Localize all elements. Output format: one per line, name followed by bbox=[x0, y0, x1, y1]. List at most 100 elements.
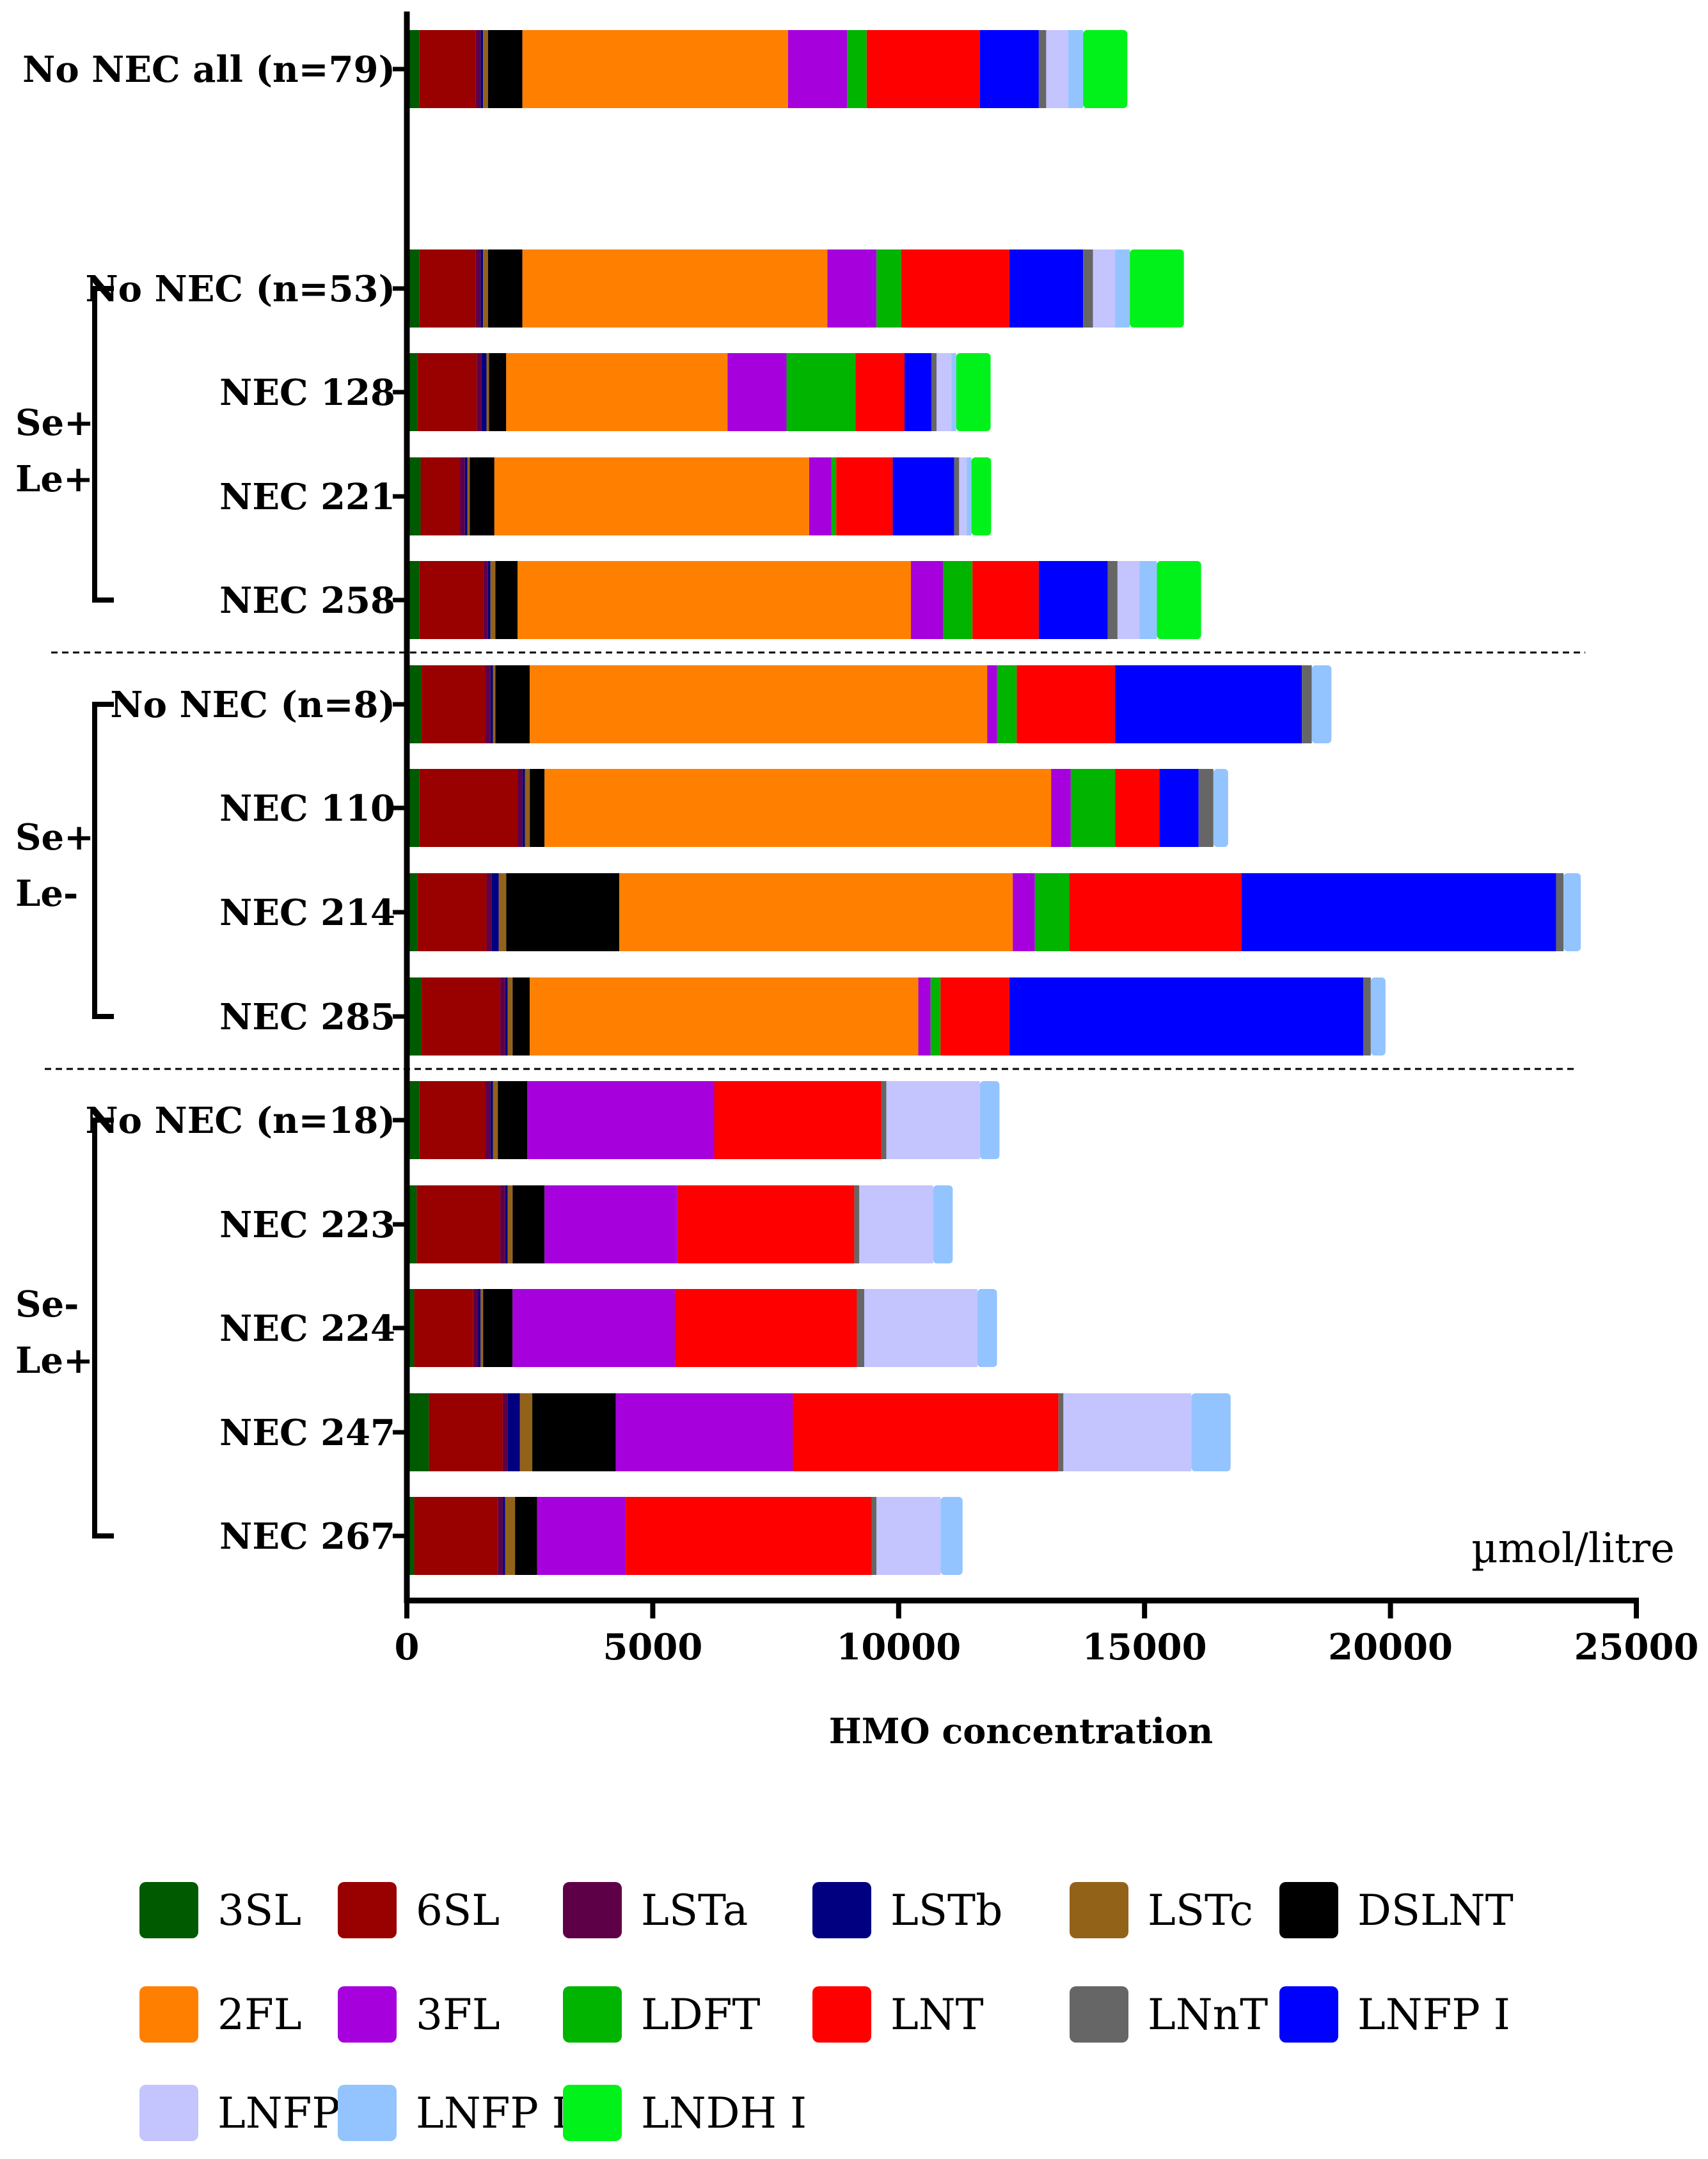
legend-swatch-lstc bbox=[1070, 1882, 1128, 1938]
legend-swatch-ldft bbox=[563, 1986, 622, 2043]
bar-nec-214-lstc bbox=[498, 873, 507, 951]
bar-no-nec-n-53-3fl bbox=[827, 249, 877, 328]
group-label-line1: Se- bbox=[15, 1283, 79, 1325]
bar-row-nec-128 bbox=[407, 353, 991, 431]
bar-nec-214-lnfp-i bbox=[1241, 873, 1556, 951]
bar-nec-285-lstc bbox=[507, 977, 513, 1056]
bar-no-nec-n-53-lstb bbox=[480, 249, 484, 328]
legend-label-lstb: LSTb bbox=[890, 1886, 1002, 1935]
axes: 0 5000 10000 15000 20000 25000 bbox=[393, 12, 1698, 1668]
bar-nec-258-lnfp-iii bbox=[1139, 561, 1157, 639]
x-tick-label-0: 0 bbox=[395, 1626, 420, 1668]
bar-no-nec-n-53-lndh-i bbox=[1130, 249, 1184, 328]
bar-no-nec-n-53-lnfp-ii bbox=[1093, 249, 1116, 328]
bar-no-nec-n-18-lstc bbox=[493, 1081, 498, 1159]
bar-nec-128-lnt bbox=[855, 353, 905, 431]
bar-no-nec-all-n-79-lnt bbox=[866, 30, 980, 108]
bar-nec-258-lnfp-i bbox=[1038, 561, 1108, 639]
category-label-nec-267: NEC 267 bbox=[219, 1515, 395, 1558]
legend-item-3fl: 3FL bbox=[338, 1986, 500, 2043]
bar-nec-128-lsta bbox=[477, 353, 482, 431]
bar-nec-221-lnfp-iii bbox=[966, 457, 972, 535]
group-label-line1: Se+ bbox=[15, 402, 94, 444]
bar-no-nec-n-53-2fl bbox=[522, 249, 828, 328]
bar-nec-221-6sl bbox=[420, 457, 461, 535]
group-brackets: Se+ Le+ Se+ Le- Se- Le+ bbox=[15, 286, 114, 1538]
bar-nec-214-ldft bbox=[1034, 873, 1070, 951]
bar-no-nec-n-18-3fl bbox=[527, 1081, 715, 1159]
legend-swatch-lsta bbox=[563, 1882, 622, 1938]
bar-no-nec-n-53-6sl bbox=[419, 249, 476, 328]
bar-row-nec-247 bbox=[407, 1393, 1231, 1471]
bar-nec-110-3sl bbox=[407, 769, 420, 847]
legend-swatch-lstb bbox=[812, 1882, 871, 1938]
bar-nec-267-lnnt bbox=[871, 1497, 877, 1575]
bar-nec-110-lnfp-i-ii-spacer bbox=[1198, 769, 1214, 847]
bar-nec-110-lnfp-iii bbox=[1213, 769, 1228, 847]
group-label-line2: Le+ bbox=[15, 458, 93, 500]
bar-nec-285-lnt bbox=[940, 977, 1009, 1056]
bar-nec-224-lnfp-iii bbox=[977, 1289, 997, 1367]
bar-nec-214-lnfp-i-ii-spacer bbox=[1556, 873, 1564, 951]
bar-nec-258-lndh-i bbox=[1157, 561, 1201, 639]
x-axis-title: HMO concentration bbox=[829, 1711, 1213, 1752]
bar-no-nec-all-n-79-6sl bbox=[419, 30, 476, 108]
bar-nec-258-2fl bbox=[517, 561, 912, 639]
legend-item-lndh-i: LNDH I bbox=[563, 2085, 807, 2141]
bar-nec-267-lnfp-iii bbox=[940, 1497, 963, 1575]
bar-nec-128-dslnt bbox=[489, 353, 507, 431]
bar-nec-223-lstb bbox=[505, 1185, 508, 1263]
bar-nec-247-3fl bbox=[615, 1393, 793, 1471]
bar-nec-285-ldft bbox=[930, 977, 941, 1056]
bar-no-nec-all-n-79-3sl bbox=[407, 30, 420, 108]
category-label-no-nec-n-18: No NEC (n=18) bbox=[85, 1100, 395, 1142]
legend-label-3fl: 3FL bbox=[416, 1990, 500, 2039]
bar-row-nec-267 bbox=[407, 1497, 963, 1575]
bar-row-no-nec-n-18 bbox=[407, 1081, 1000, 1159]
category-label-nec-214: NEC 214 bbox=[219, 892, 395, 934]
bar-no-nec-n-18-lnfp-ii bbox=[886, 1081, 980, 1159]
bar-nec-258-dslnt bbox=[495, 561, 518, 639]
x-tick-label-5000: 5000 bbox=[603, 1626, 702, 1668]
bar-no-nec-n-8-lnfp-i bbox=[1115, 665, 1302, 743]
x-tick-label-10000: 10000 bbox=[836, 1626, 961, 1668]
legend-swatch-lnt bbox=[812, 1986, 871, 2043]
bar-no-nec-n-53-dslnt bbox=[487, 249, 523, 328]
bar-no-nec-n-53-lnt bbox=[901, 249, 1009, 328]
bar-no-nec-n-8-6sl bbox=[422, 665, 486, 743]
legend-item-lnfp-iii: LNFP III bbox=[338, 2085, 602, 2141]
bar-nec-285-lstb bbox=[505, 977, 508, 1056]
bar-nec-267-lstc bbox=[505, 1497, 516, 1575]
bar-nec-224-dslnt bbox=[483, 1289, 513, 1367]
bar-no-nec-all-n-79-lstb bbox=[480, 30, 484, 108]
unit-label: µmol/litre bbox=[1471, 1525, 1675, 1572]
legend-label-lnt: LNT bbox=[890, 1990, 984, 2039]
legend-label-lsta: LSTa bbox=[641, 1886, 748, 1935]
legend-item-lstb: LSTb bbox=[812, 1882, 1002, 1938]
bar-nec-128-ldft bbox=[786, 353, 856, 431]
group-se-le: Se+ Le- bbox=[15, 702, 114, 1019]
group-bracket bbox=[92, 1118, 114, 1538]
bar-nec-214-dslnt bbox=[506, 873, 620, 951]
bar-nec-110-lstb bbox=[522, 769, 525, 847]
legend-label-2fl: 2FL bbox=[217, 1990, 302, 2039]
bar-nec-110-lnfp-i bbox=[1159, 769, 1199, 847]
bar-row-nec-285 bbox=[407, 977, 1386, 1056]
bar-nec-110-dslnt bbox=[530, 769, 545, 847]
category-label-nec-128: NEC 128 bbox=[219, 372, 395, 414]
bar-nec-224-6sl bbox=[414, 1289, 473, 1367]
bar-no-nec-all-n-79-lnfp-i-ii-spacer bbox=[1038, 30, 1047, 108]
bar-nec-267-3fl bbox=[537, 1497, 626, 1575]
bar-nec-224-lstc bbox=[480, 1289, 484, 1367]
bar-nec-224-3sl bbox=[407, 1289, 415, 1367]
bar-area bbox=[407, 30, 1581, 1575]
legend-item-lnt: LNT bbox=[812, 1986, 984, 2043]
legend-swatch-2fl bbox=[139, 1986, 198, 2043]
bar-no-nec-n-18-3sl bbox=[407, 1081, 420, 1159]
group-bracket bbox=[92, 286, 114, 603]
bar-nec-110-2fl bbox=[544, 769, 1052, 847]
bar-nec-110-ldft bbox=[1070, 769, 1116, 847]
bar-nec-214-2fl bbox=[619, 873, 1013, 951]
bar-row-nec-258 bbox=[407, 561, 1201, 639]
bar-nec-214-3fl bbox=[1013, 873, 1035, 951]
